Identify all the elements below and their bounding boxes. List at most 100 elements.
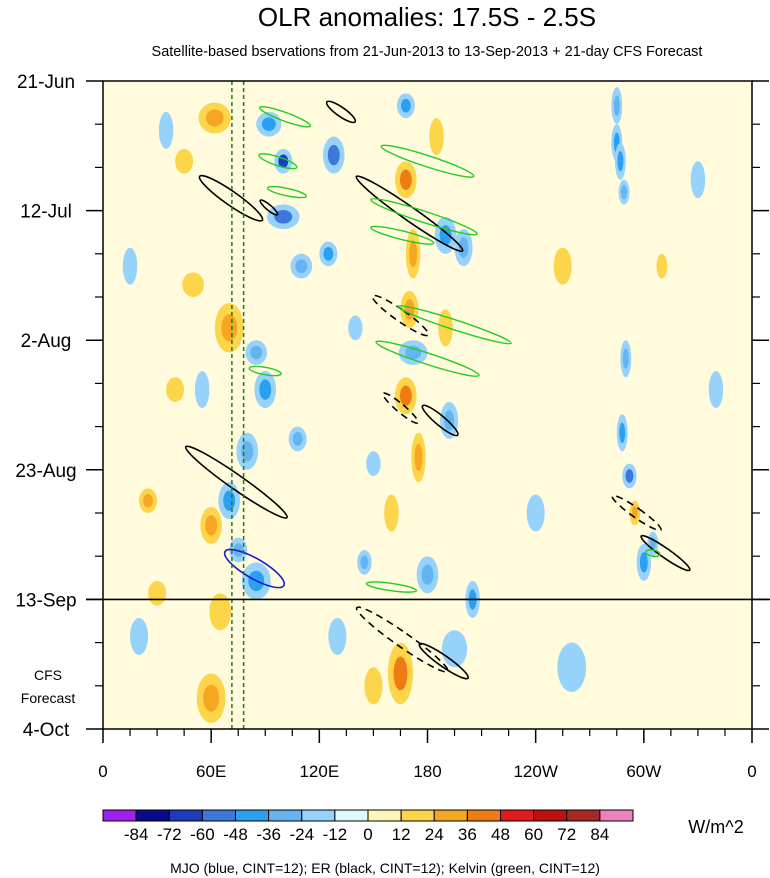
kelvin-contour-2 xyxy=(266,185,307,199)
anomaly-core-3 xyxy=(203,684,220,712)
colorbar-label-8: 12 xyxy=(392,825,411,844)
anomaly-core-41 xyxy=(421,564,434,585)
anomaly-core-21 xyxy=(295,259,308,273)
anomaly-core-55 xyxy=(693,169,702,190)
anomaly-blob-58 xyxy=(526,494,545,532)
anomaly-blob-4 xyxy=(209,593,231,631)
y-tick-label-0: 21-Jun xyxy=(17,72,75,93)
er-contour-2 xyxy=(259,199,279,216)
anomaly-core-24 xyxy=(400,98,411,113)
colorbar-swatch-14 xyxy=(566,809,601,822)
legend-caption: MJO (blue, CINT=12); ER (black, CINT=12)… xyxy=(170,860,600,876)
colorbar-label-7: 0 xyxy=(363,825,372,844)
colorbar-label-6: -12 xyxy=(323,825,348,844)
kelvin-contour-5 xyxy=(370,225,435,245)
anomaly-core-27 xyxy=(404,299,415,320)
x-tick-label-2: 120E xyxy=(299,762,339,781)
anomaly-core-16 xyxy=(223,490,236,511)
filter-contour-layer xyxy=(184,100,691,680)
er-contour-6 xyxy=(421,404,459,437)
anomaly-layer xyxy=(122,87,724,723)
anomaly-core-26 xyxy=(409,240,418,268)
kelvin-contour-6 xyxy=(397,305,512,345)
anomaly-core-42 xyxy=(360,555,369,570)
kelvin-contour-8 xyxy=(248,365,282,377)
anomaly-core-46 xyxy=(617,151,624,172)
anomaly-core-53 xyxy=(631,506,638,520)
y-tick-label-4: 13-Sep xyxy=(15,590,76,611)
forecast-label: CFS Forecast xyxy=(21,667,76,706)
colorbar-label-11: 48 xyxy=(491,825,510,844)
colorbar: -84 -72 -60 -48 -36 -24 -12 0 12 24 36 48 60 72 84 xyxy=(102,809,634,844)
anomaly-blob-32 xyxy=(384,494,399,532)
anomaly-core-40 xyxy=(447,638,462,659)
anomaly-blob-33 xyxy=(429,118,444,156)
colorbar-label-1: -72 xyxy=(157,825,182,844)
anomaly-blob-62 xyxy=(158,111,174,149)
colorbar-swatch-8 xyxy=(367,809,402,822)
y-tick-label-2: 2-Aug xyxy=(21,331,72,352)
anomaly-core-60 xyxy=(126,255,135,277)
reference-line-layer xyxy=(231,81,245,729)
x-tick-label-5: 60W xyxy=(626,762,661,781)
anomaly-core-6 xyxy=(143,493,154,508)
kelvin-contour-9 xyxy=(365,581,418,593)
colorbar-swatch-5 xyxy=(268,809,303,822)
anomaly-blob-8 xyxy=(182,272,204,297)
er-contour-10 xyxy=(355,606,449,673)
x-tick-label-6: 0 xyxy=(747,762,756,781)
anomaly-blob-34 xyxy=(438,309,453,347)
anomaly-blob-5 xyxy=(175,148,194,174)
colorbar-unit: W/m^2 xyxy=(688,817,743,837)
colorbar-swatch-13 xyxy=(533,809,568,822)
colorbar-label-12: 60 xyxy=(524,825,543,844)
er-contour-0 xyxy=(325,100,357,124)
anomaly-core-51 xyxy=(639,552,648,573)
kelvin-contour-0 xyxy=(258,105,312,128)
anomaly-core-19 xyxy=(327,144,340,166)
y-tick-label-5: 4-Oct xyxy=(23,720,70,741)
anomaly-core-49 xyxy=(619,422,626,443)
colorbar-swatch-10 xyxy=(433,809,468,822)
anomaly-core-1 xyxy=(221,314,238,342)
chart-subtitle: Satellite-based bservations from 21-Jun-… xyxy=(152,44,703,60)
anomaly-core-13 xyxy=(259,379,272,400)
x-tick-label-0: 0 xyxy=(98,762,107,781)
anomaly-blob-23 xyxy=(194,371,210,409)
kelvin-contour-1 xyxy=(258,153,298,170)
chart-title: OLR anomalies: 17.5S - 2.5S xyxy=(258,2,596,32)
x-tick-label-4: 120W xyxy=(513,762,557,781)
anomaly-core-17 xyxy=(241,441,254,462)
forecast-label-line2: Forecast xyxy=(21,690,76,706)
anomaly-blob-31 xyxy=(364,667,383,705)
anomaly-core-38 xyxy=(444,410,455,431)
colorbar-label-0: -84 xyxy=(124,825,149,844)
colorbar-label-14: 84 xyxy=(590,825,609,844)
anomaly-core-48 xyxy=(622,348,629,369)
anomaly-core-44 xyxy=(613,95,620,116)
x-tick-label-3: 180 xyxy=(413,762,441,781)
kelvin-contour-10 xyxy=(645,549,661,558)
anomaly-core-11 xyxy=(274,209,293,224)
forecast-label-line1: CFS xyxy=(34,667,62,683)
colorbar-swatch-11 xyxy=(466,809,501,822)
anomaly-core-22 xyxy=(292,432,303,446)
axis-layer: 0 60E 120E 180 120W 60W 0 21-Jun 12-Jul 2-Aug 23-A… xyxy=(15,72,769,781)
colorbar-label-2: -60 xyxy=(190,825,215,844)
colorbar-swatch-4 xyxy=(235,809,270,822)
anomaly-core-50 xyxy=(625,469,634,483)
anomaly-core-0 xyxy=(205,109,224,127)
anomaly-blob-59 xyxy=(557,642,587,692)
colorbar-swatch-1 xyxy=(135,809,170,822)
plot-area xyxy=(86,80,770,730)
anomaly-core-12 xyxy=(261,117,276,131)
colorbar-swatch-6 xyxy=(301,809,336,822)
anomaly-blob-56 xyxy=(708,371,724,409)
er-contour-8 xyxy=(611,494,662,532)
colorbar-swatch-2 xyxy=(168,809,203,822)
colorbar-label-10: 36 xyxy=(458,825,477,844)
colorbar-label-4: -36 xyxy=(256,825,281,844)
y-tick-label-1: 12-Jul xyxy=(20,202,72,223)
er-contour-5 xyxy=(381,392,419,424)
